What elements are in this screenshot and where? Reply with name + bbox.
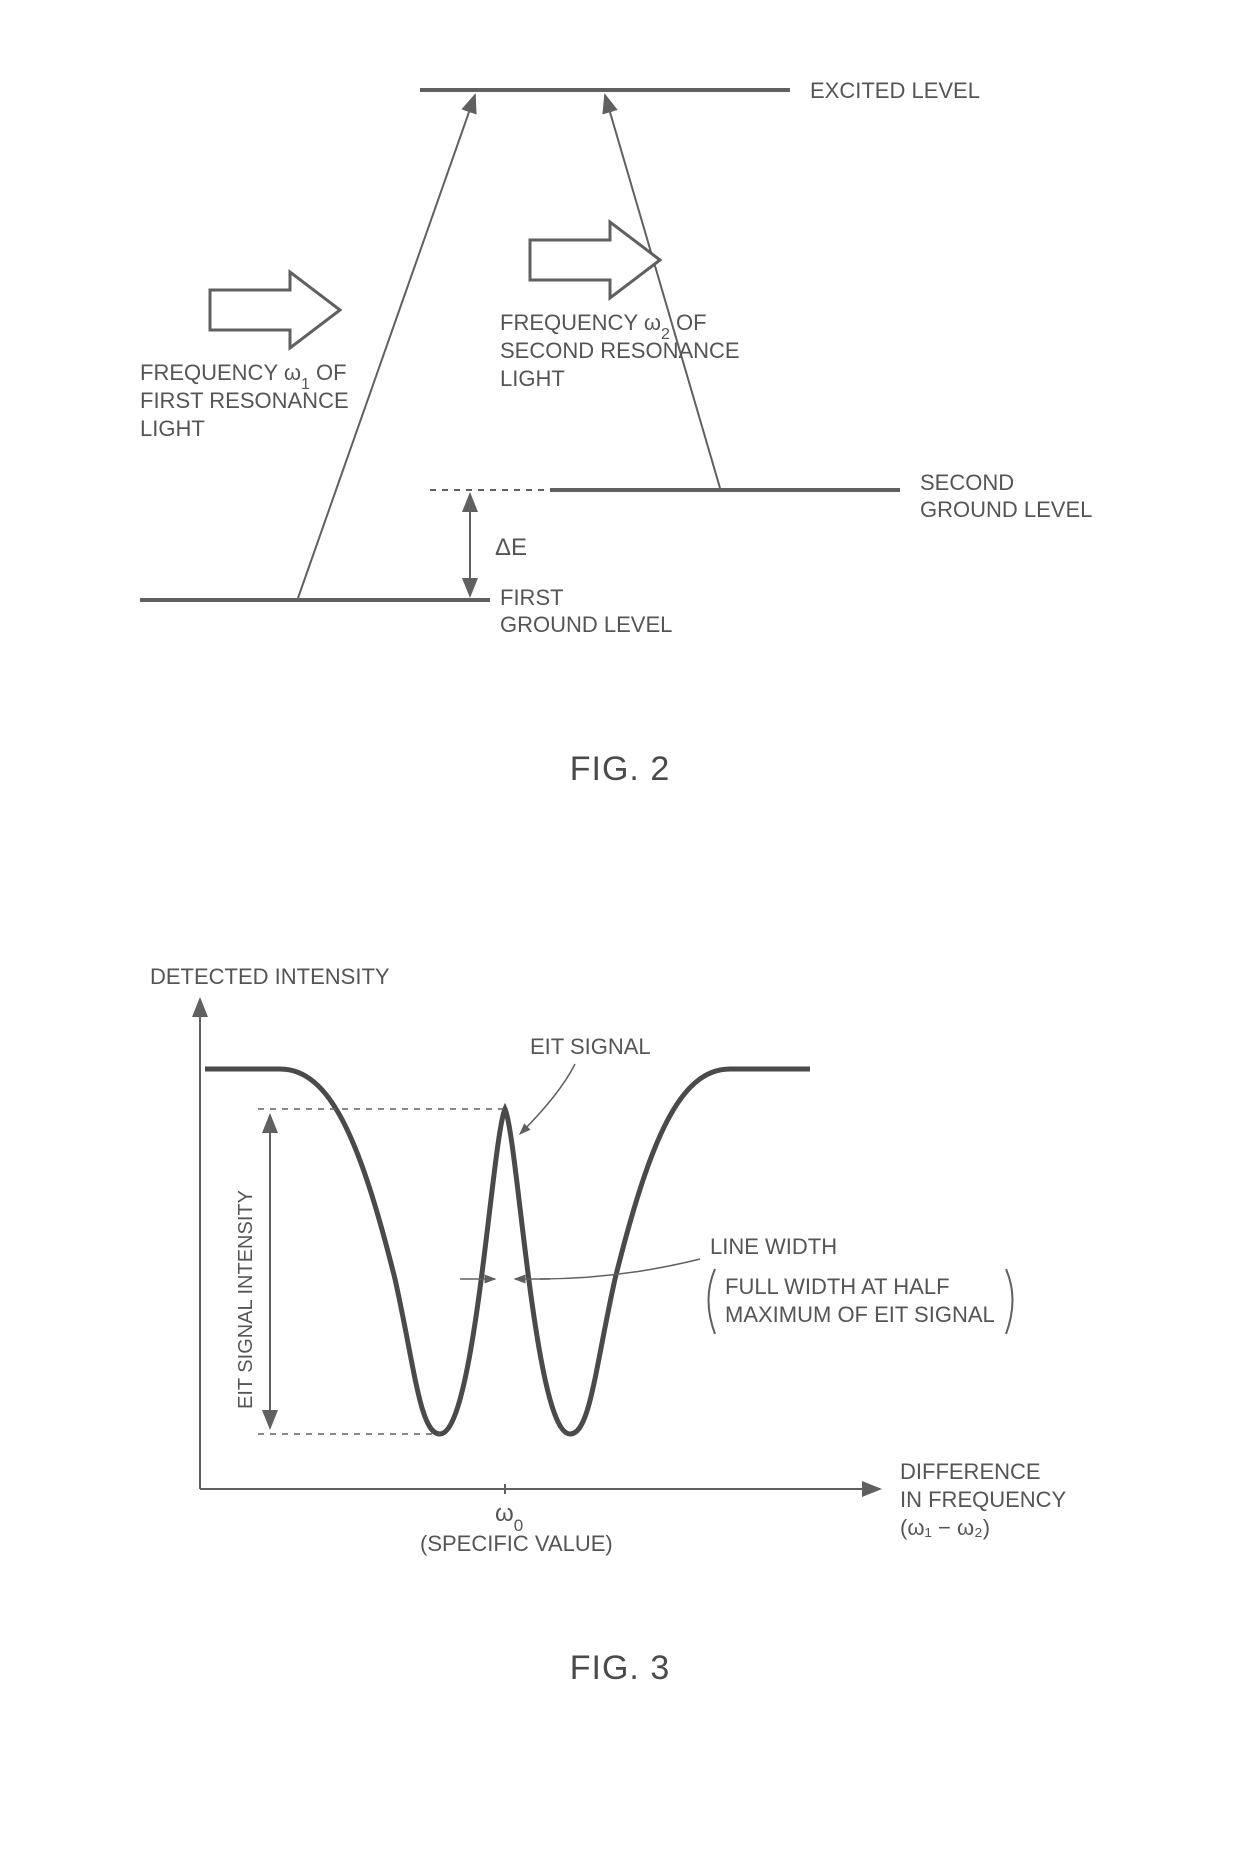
freq1-label-line2: FIRST RESONANCE	[140, 388, 349, 413]
freq2-label-line2: SECOND RESONANCE	[500, 338, 740, 363]
fwhm-line1: FULL WIDTH AT HALF	[725, 1274, 950, 1299]
eit-intensity-label: EIT SIGNAL INTENSITY	[235, 1190, 257, 1409]
first-ground-label-1: FIRST	[500, 585, 564, 610]
second-ground-label-1: SECOND	[920, 470, 1014, 495]
excited-level-label: EXCITED LEVEL	[810, 78, 980, 103]
transition-arrow-1	[298, 95, 475, 598]
x-axis-label-3: (ω₁ − ω₂)	[900, 1515, 990, 1540]
spacer	[0, 789, 1240, 939]
paren-right	[1006, 1269, 1013, 1334]
block-arrow-2	[530, 222, 660, 298]
eit-signal-label: EIT SIGNAL	[530, 1034, 651, 1059]
x-tick-label: ω0	[495, 1500, 523, 1535]
fig2-caption: FIG. 2	[0, 750, 1240, 789]
eit-signal-pointer	[520, 1064, 575, 1134]
linewidth-label: LINE WIDTH	[710, 1234, 837, 1259]
fig2-svg: EXCITED LEVEL FIRST GROUND LEVEL SECOND …	[0, 0, 1240, 740]
fig3-svg: DETECTED INTENSITY DIFFERENCE IN FREQUEN…	[0, 939, 1240, 1619]
delta-e-label: ΔE	[495, 534, 527, 561]
x-axis-label-2: IN FREQUENCY	[900, 1487, 1067, 1512]
second-ground-label-2: GROUND LEVEL	[920, 497, 1092, 522]
first-ground-label-2: GROUND LEVEL	[500, 612, 672, 637]
paren-left	[709, 1269, 716, 1334]
fwhm-line2: MAXIMUM OF EIT SIGNAL	[725, 1302, 995, 1327]
freq2-label-line3: LIGHT	[500, 366, 565, 391]
freq1-label-line3: LIGHT	[140, 416, 205, 441]
transition-arrow-2	[605, 95, 720, 488]
x-axis-label-1: DIFFERENCE	[900, 1459, 1041, 1484]
page: EXCITED LEVEL FIRST GROUND LEVEL SECOND …	[0, 0, 1240, 1858]
x-tick-label2: (SPECIFIC VALUE)	[420, 1531, 613, 1556]
block-arrow-1	[210, 272, 340, 348]
fig3-caption: FIG. 3	[0, 1649, 1240, 1688]
y-axis-label: DETECTED INTENSITY	[150, 964, 390, 989]
